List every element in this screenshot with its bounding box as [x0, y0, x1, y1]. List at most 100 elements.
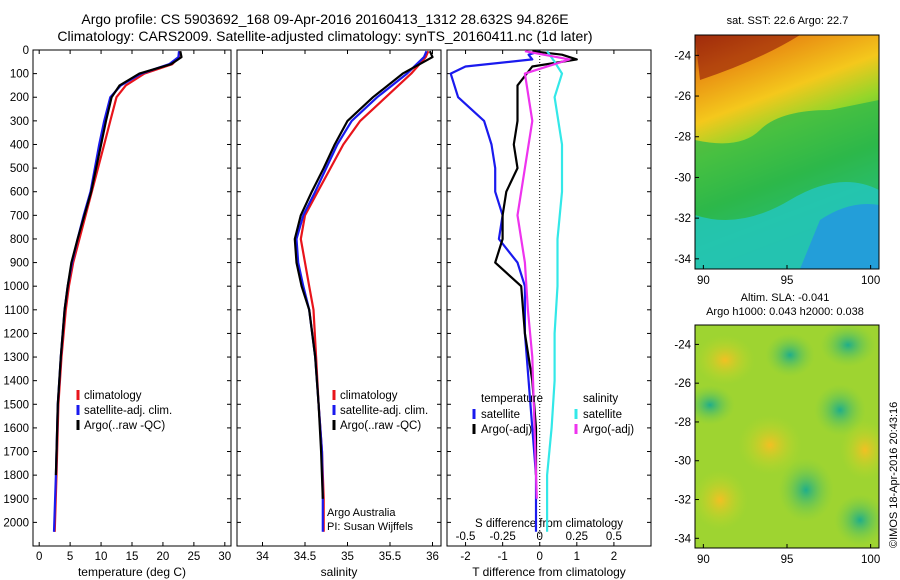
- map-axes-1: 90 95 100 -24 -26 -28 -30 -32 -34: [674, 50, 880, 287]
- map-x-tick-label: 95: [781, 554, 794, 566]
- legend-label: Argo(-adj): [583, 424, 634, 436]
- sst-map-title: sat. SST: 22.6 Argo: 22.7: [726, 15, 849, 27]
- y-tick-label: 1300: [3, 352, 29, 364]
- x-tick-label: 0: [36, 551, 42, 563]
- panel-frame: [236, 49, 442, 547]
- map-x-tick-label: 95: [781, 275, 794, 287]
- x-tick-label: 0: [537, 551, 543, 563]
- y-tick-label: 900: [10, 258, 29, 270]
- legend-label: satellite: [583, 409, 622, 421]
- map-y-tick-label: -24: [674, 339, 691, 351]
- legend-label: Argo(..raw -QC): [84, 420, 165, 432]
- y-tick-label: 1900: [3, 494, 29, 506]
- x-tick-label: 10: [95, 551, 108, 563]
- series-line-1: [53, 51, 181, 532]
- s-tick-label: 0.5: [606, 531, 622, 543]
- x-tick-label: 20: [157, 551, 170, 563]
- legend-label: Argo(..raw -QC): [340, 420, 421, 432]
- x-tick-label: -1: [498, 551, 508, 563]
- y-tick-label: 1000: [3, 281, 29, 293]
- y-tick-label: 1400: [3, 376, 29, 388]
- y-tick-label: 400: [10, 139, 29, 151]
- legend-label: satellite-adj. clim.: [340, 405, 428, 417]
- x-tick-label: 30: [218, 551, 231, 563]
- s-tick-label: 0: [537, 531, 543, 543]
- y-tick-label: 300: [10, 116, 29, 128]
- x-axis-label: temperature (deg C): [78, 565, 186, 579]
- map-y-tick-label: -26: [674, 378, 691, 390]
- annotation-line1: Argo Australia: [327, 507, 396, 519]
- sla-map-title: Altim. SLA: -0.041: [740, 292, 830, 304]
- y-tick-label: 1200: [3, 328, 29, 340]
- series-line-4: [516, 50, 571, 499]
- x-tick-label: -2: [460, 551, 470, 563]
- y-tick-label: 500: [10, 163, 29, 175]
- y-tick-label: 2000: [3, 517, 29, 529]
- legend-title-temperature: temperature: [481, 393, 543, 405]
- y-tick-label: 800: [10, 234, 29, 246]
- series-line-1: [449, 50, 541, 532]
- s-tick-label: 0.25: [566, 531, 588, 543]
- s-axis-title: S difference from climatology: [475, 518, 623, 530]
- sst-heatmap: [695, 35, 879, 269]
- figure-title-line2: Climatology: CARS2009. Satellite-adjuste…: [57, 28, 593, 44]
- y-tick-label: 1700: [3, 447, 29, 459]
- panel-2: 34 34.5 35 35.5 36 salinity climatology satelli…: [236, 49, 442, 579]
- legend-label: satellite: [481, 409, 520, 421]
- map-y-tick-label: -28: [674, 132, 691, 144]
- series-line-3: [54, 50, 183, 476]
- map-y-tick-label: -28: [674, 417, 691, 429]
- map-y-tick-label: -34: [674, 254, 691, 266]
- map-x-tick-label: 100: [861, 275, 880, 287]
- y-tick-label: 700: [10, 210, 29, 222]
- x-tick-label: 25: [187, 551, 200, 563]
- x-tick-label: 1: [574, 551, 580, 563]
- map-y-tick-label: -26: [674, 91, 691, 103]
- y-tick-label: 0: [23, 45, 29, 57]
- map-x-tick-label: 90: [697, 275, 710, 287]
- map-y-tick-label: -30: [674, 172, 691, 184]
- x-axis-label: salinity: [321, 565, 358, 579]
- x-tick-label: 34: [256, 551, 269, 563]
- s-tick-label: -0.5: [456, 531, 476, 543]
- y-tick-label: 1100: [4, 305, 29, 317]
- sla-heatmap: [695, 325, 879, 548]
- legend-label: Argo(-adj): [481, 424, 532, 436]
- legend-label: satellite-adj. clim.: [84, 405, 172, 417]
- series-line-1: [299, 50, 430, 532]
- legend-title-salinity: salinity: [583, 393, 618, 405]
- x-tick-label: 35.5: [379, 551, 401, 563]
- map-y-tick-label: -30: [674, 456, 691, 468]
- annotation-line2: PI: Susan Wijffels: [327, 521, 413, 533]
- credit-text: ©IMOS 18-Apr-2016 20:43:16: [888, 401, 900, 548]
- map-x-tick-label: 100: [861, 554, 880, 566]
- map-y-tick-label: -32: [674, 495, 691, 507]
- sla-map-subtitle: Argo h1000: 0.043 h2000: 0.038: [706, 306, 864, 318]
- series-line-3: [293, 50, 434, 499]
- panel-frame: [446, 49, 652, 547]
- map-y-tick-label: -24: [674, 50, 691, 62]
- x-axis-label: T difference from climatology: [472, 565, 626, 579]
- x-tick-label: 35: [341, 551, 354, 563]
- y-tick-label: 100: [10, 69, 29, 81]
- series-line-2: [295, 50, 428, 532]
- series-line-3: [545, 50, 564, 532]
- y-tick-label: 200: [10, 92, 29, 104]
- s-tick-label: -0.25: [490, 531, 516, 543]
- y-tick-label: 1800: [3, 470, 29, 482]
- y-tick-label: 600: [10, 187, 29, 199]
- x-tick-label: 2: [611, 551, 617, 563]
- x-tick-label: 5: [67, 551, 73, 563]
- legend-label: climatology: [84, 390, 142, 402]
- panel-frame: [32, 49, 232, 547]
- y-tick-label: 1600: [3, 423, 29, 435]
- y-tick-label: 1500: [3, 399, 29, 411]
- x-tick-label: 36: [426, 551, 439, 563]
- x-tick-label: 15: [126, 551, 139, 563]
- figure-title-line1: Argo profile: CS 5903692_168 09-Apr-2016…: [81, 11, 569, 27]
- panel-1: 0 5 10 15 20 25 300100200300400500600700800900…: [3, 45, 232, 579]
- panel-3: -2 -1 0 1 2 T difference from climatology -0.5…: [446, 49, 652, 579]
- series-line-2: [494, 50, 578, 476]
- series-line-2: [52, 51, 181, 532]
